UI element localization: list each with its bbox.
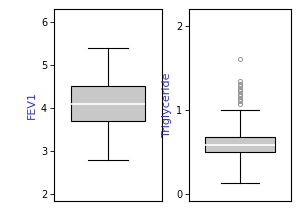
Y-axis label: FEV1: FEV1 — [27, 91, 37, 119]
Bar — [71, 86, 145, 121]
Y-axis label: Triglyceride: Triglyceride — [162, 72, 172, 137]
Bar — [205, 137, 275, 152]
